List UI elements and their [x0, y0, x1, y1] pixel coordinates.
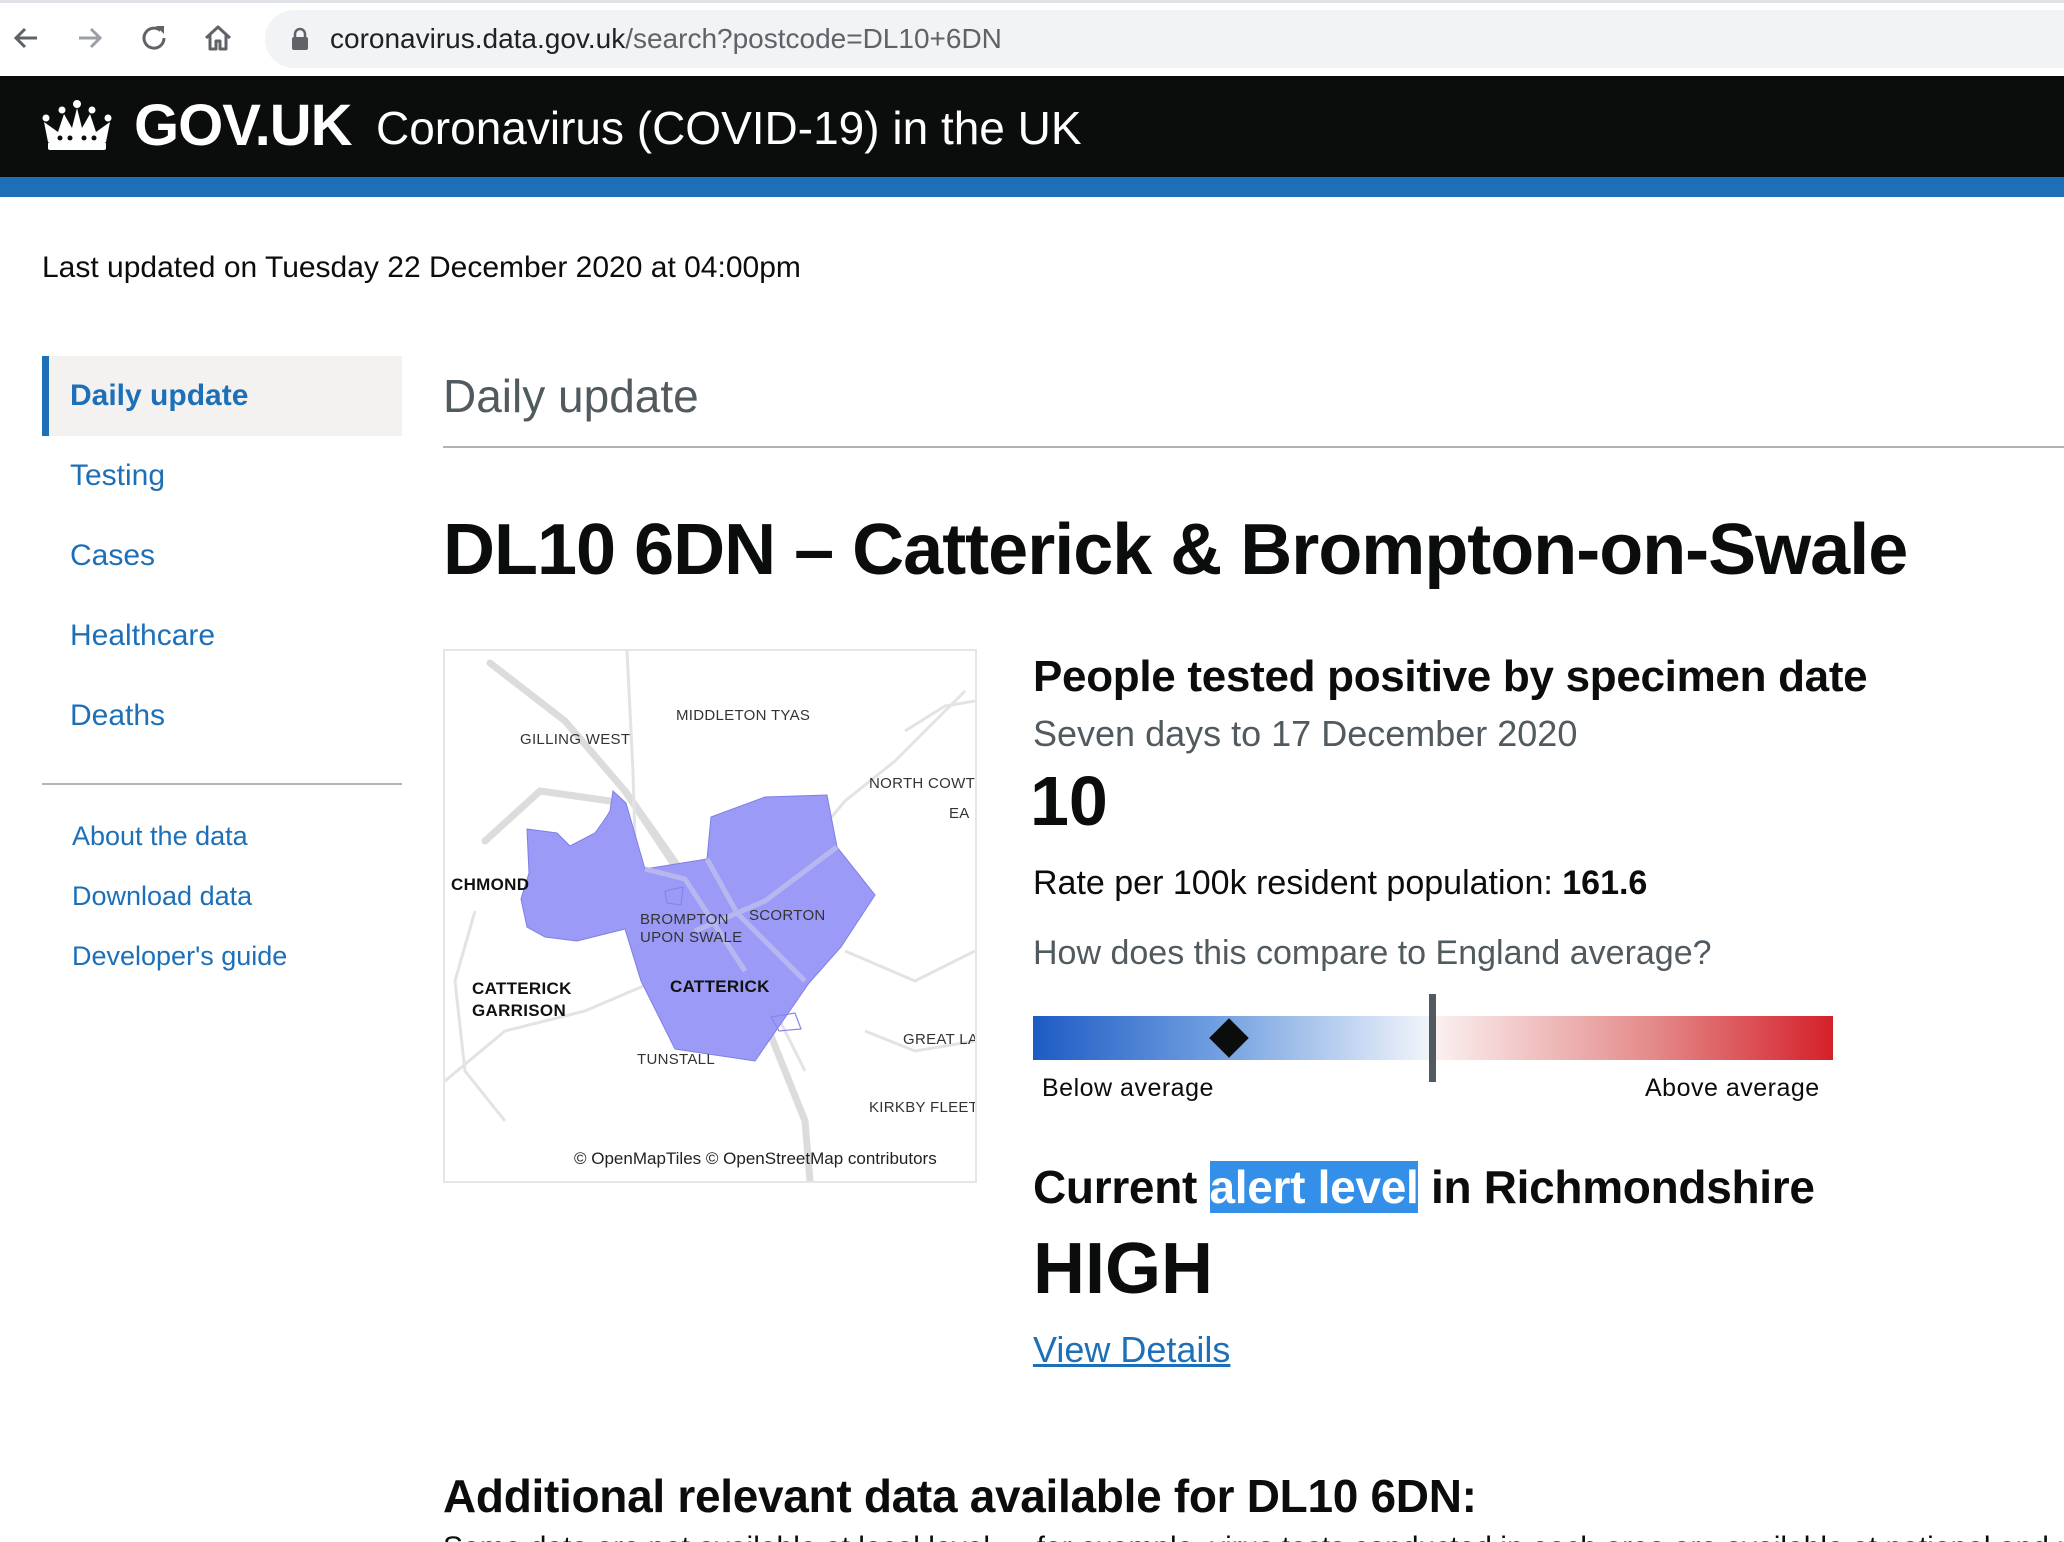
map-label-north-cowton: NORTH COWT — [869, 775, 976, 792]
map-label-middleton-tyas: MIDDLETON TYAS — [676, 707, 811, 724]
map-label-gilling-west: GILLING WEST — [520, 731, 631, 748]
url-text[interactable]: coronavirus.data.gov.uk/search?postcode=… — [330, 23, 1002, 55]
positive-tests-period: Seven days to 17 December 2020 — [1033, 713, 1578, 754]
map-label-ea: EA — [949, 805, 970, 822]
view-details-link[interactable]: View Details — [1033, 1329, 1231, 1370]
map-label-catterick: CATTERICK — [670, 977, 770, 996]
nav-item-testing[interactable]: Testing — [70, 459, 166, 492]
rate-value: 161.6 — [1562, 864, 1648, 902]
map-label-kirkby-fleetham: KIRKBY FLEETH — [869, 1099, 975, 1116]
service-name-link[interactable]: Coronavirus (COVID-19) in the UK — [376, 102, 1082, 154]
nav-item-cases[interactable]: Cases — [70, 539, 156, 572]
alert-heading-selected-text: alert level — [1209, 1161, 1419, 1213]
browser-toolbar: coronavirus.data.gov.uk/search?postcode=… — [0, 0, 2064, 76]
home-icon — [204, 25, 232, 51]
rate-label: Rate per 100k resident population: — [1033, 864, 1553, 902]
alert-level-heading: Current alert level in Richmondshire — [1033, 1158, 1815, 1216]
map-canvas — [445, 651, 975, 1181]
arrow-right-icon — [79, 27, 103, 49]
forward-button[interactable] — [70, 18, 110, 58]
reload-icon — [142, 26, 166, 50]
tab-strip-edge — [0, 0, 2064, 3]
alert-level-value: HIGH — [1033, 1229, 1213, 1309]
home-button[interactable] — [198, 18, 238, 58]
lock-icon[interactable] — [289, 27, 311, 51]
header-blue-stripe — [0, 177, 2064, 197]
nav-item-healthcare[interactable]: Healthcare — [70, 619, 216, 652]
gauge-average-line — [1429, 994, 1436, 1082]
govuk-header: GOV.UK Coronavirus (COVID-19) in the UK — [0, 76, 2064, 177]
nav-link-developers-guide[interactable]: Developer's guide — [72, 941, 288, 971]
nav-divider — [42, 783, 402, 785]
gauge-below-label: Below average — [1042, 1074, 1214, 1102]
address-bar[interactable]: coronavirus.data.gov.uk/search?postcode=… — [265, 10, 2064, 68]
last-updated-text: Last updated on Tuesday 22 December 2020… — [42, 251, 801, 284]
url-host: coronavirus.data.gov.uk — [330, 23, 626, 54]
back-button[interactable] — [6, 18, 46, 58]
arrow-left-icon — [13, 27, 37, 49]
side-navigation: Daily update Testing Cases Healthcare De… — [42, 356, 402, 998]
map-label-scorton: SCORTON — [749, 907, 826, 924]
alert-heading-post: in Richmondshire — [1430, 1161, 1815, 1213]
heading-divider — [443, 446, 2064, 448]
england-average-gauge — [1033, 994, 1833, 1084]
additional-data-paragraph: Some data are not available at local lev… — [443, 1530, 2064, 1542]
area-map[interactable]: MIDDLETON TYAS GILLING WEST NORTH COWT E… — [443, 649, 977, 1183]
nav-link-download-data[interactable]: Download data — [72, 881, 253, 911]
map-label-tunstall: TUNSTALL — [637, 1051, 715, 1068]
gauge-above-label: Above average — [1645, 1074, 1820, 1102]
additional-data-heading: Additional relevant data available for D… — [443, 1470, 1477, 1522]
positive-tests-count: 10 — [1030, 762, 1108, 840]
map-label-catterick-garrison-1: CATTERICK — [472, 979, 572, 998]
crown-logo-icon[interactable] — [40, 98, 114, 158]
nav-item-daily-update[interactable]: Daily update — [42, 356, 402, 436]
nav-link-about-data[interactable]: About the data — [72, 821, 248, 851]
map-attribution[interactable]: © OpenMapTiles © OpenStreetMap contribut… — [574, 1149, 937, 1168]
compare-question: How does this compare to England average… — [1033, 934, 1712, 972]
alert-heading-pre: Current — [1033, 1161, 1198, 1213]
map-label-catterick-garrison-2: GARRISON — [472, 1001, 567, 1020]
additional-data-text: Some data are not available at local lev… — [443, 1530, 2064, 1542]
rate-per-100k: Rate per 100k resident population: 161.6 — [1033, 862, 1647, 904]
nav-item-deaths[interactable]: Deaths — [70, 699, 166, 732]
positive-tests-heading: People tested positive by specimen date — [1033, 652, 1868, 701]
location-title: DL10 6DN – Catterick & Brompton-on-Swale — [443, 510, 1908, 590]
page-heading: Daily update — [443, 370, 699, 422]
map-label-upon-swale: UPON SWALE — [640, 929, 743, 946]
govuk-brand-link[interactable]: GOV.UK — [134, 93, 352, 158]
map-label-brompton: BROMPTON — [640, 911, 729, 928]
gauge-above-bar — [1433, 1016, 1833, 1060]
map-label-great-langton: GREAT LA — [903, 1031, 977, 1048]
url-path: /search?postcode=DL10+6DN — [625, 23, 1002, 54]
reload-button[interactable] — [134, 18, 174, 58]
map-label-richmond: CHMOND — [451, 875, 530, 894]
